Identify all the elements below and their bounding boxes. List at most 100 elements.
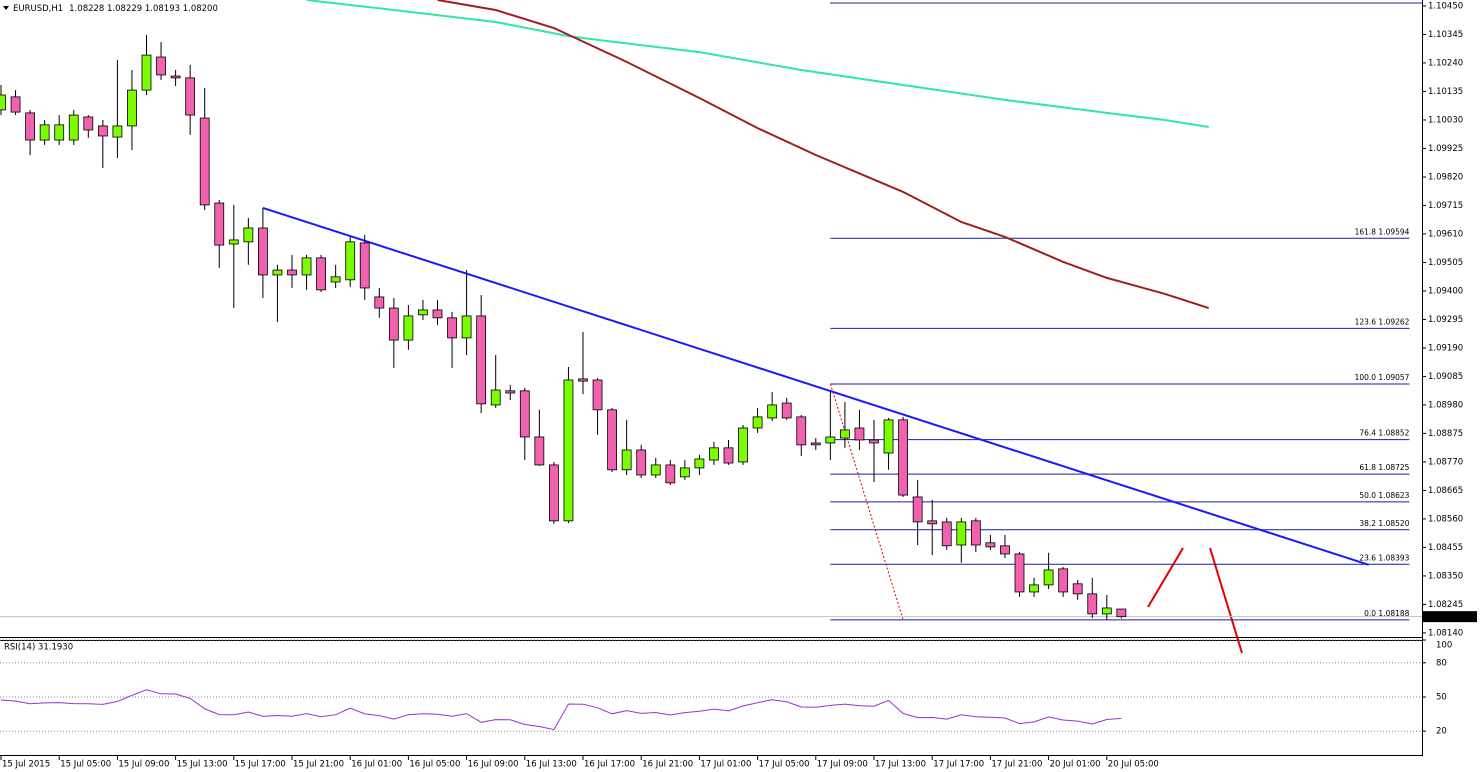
candle-body	[1029, 584, 1039, 593]
y-tick-label: 100	[1436, 641, 1452, 651]
candle-body	[505, 390, 516, 394]
x-tick-label: 16 Jul 01:00	[351, 760, 402, 770]
candle-body	[141, 54, 152, 91]
candle-body	[257, 227, 268, 276]
menu-triangle	[3, 6, 9, 10]
y-tick-label: 50	[1436, 693, 1447, 703]
candle-body	[112, 125, 123, 138]
x-tick-label: 20 Jul 05:00	[1108, 760, 1159, 770]
x-tick-label: 16 Jul 05:00	[409, 760, 460, 770]
fib-label: 0.0 1.08188	[1364, 609, 1410, 618]
y-tick-label: 1.10345	[1428, 30, 1463, 40]
candle-body	[403, 315, 414, 341]
y-tick-label: 1.10030	[1428, 115, 1463, 125]
rsi-line	[0, 689, 1122, 731]
candle-body	[970, 520, 981, 546]
candle-body	[97, 125, 108, 137]
candle-body	[563, 379, 574, 522]
candle-body	[0, 94, 6, 111]
candle-body	[810, 442, 821, 446]
candle-body	[490, 389, 501, 406]
x-tick-label: 15 Jul 17:00	[235, 760, 286, 770]
candle-body	[287, 269, 297, 276]
y-tick-label: 1.08560	[1428, 514, 1463, 524]
candle-body	[709, 447, 719, 461]
x-tick-label: 17 Jul 09:00	[817, 760, 868, 770]
last-price-box	[1423, 611, 1477, 623]
annotation-stroke	[1147, 547, 1184, 608]
y-tick-label: 1.10135	[1428, 87, 1463, 97]
annotation-stroke	[1209, 547, 1243, 654]
y-tick-label: 1.09925	[1428, 144, 1463, 154]
candle-body	[330, 276, 341, 283]
fib-label: 38.2 1.08520	[1359, 519, 1409, 528]
candle-body	[156, 56, 166, 76]
candle-body	[840, 429, 850, 439]
symbol: EURUSD,H1	[13, 4, 63, 14]
x-tick-label: 15 Jul 21:00	[293, 760, 344, 770]
candle-body	[10, 96, 21, 113]
candle-body	[1014, 553, 1025, 593]
candle-body	[199, 117, 210, 206]
candle-body	[985, 542, 996, 548]
fib-label: 161.8 1.09594	[1355, 227, 1410, 236]
x-tick-label: 17 Jul 05:00	[759, 760, 810, 770]
y-tick-label: 1.09295	[1428, 315, 1463, 325]
candle-body	[1043, 569, 1054, 586]
y-tick-label: 1.10240	[1428, 58, 1463, 68]
candle-body	[447, 317, 457, 339]
candle-body	[621, 449, 632, 471]
x-tick-label: 15 Jul 2015	[2, 760, 50, 770]
candle-body	[1000, 545, 1010, 555]
candle-body	[592, 379, 603, 411]
x-tick-label: 17 Jul 17:00	[933, 760, 984, 770]
candle-body	[927, 520, 938, 525]
y-tick-label: 1.08665	[1428, 486, 1463, 496]
y-tick-label: 1.09400	[1428, 286, 1463, 296]
candle-body	[825, 436, 836, 444]
projection-line	[829, 383, 904, 621]
candle-body	[388, 307, 399, 341]
y-tick-label: 1.09085	[1428, 372, 1463, 382]
fib-label: 100.0 1.09057	[1355, 373, 1410, 382]
candle-body	[723, 447, 734, 464]
candle-body	[301, 257, 312, 276]
candle-body	[883, 419, 894, 454]
candle-body	[752, 416, 763, 429]
moving-average	[306, 0, 1209, 128]
candle-body	[519, 390, 530, 438]
candle-body	[796, 416, 807, 446]
y-tick-label: 1.08455	[1428, 543, 1463, 553]
x-tick-label: 16 Jul 13:00	[526, 760, 577, 770]
candle-body	[1072, 583, 1083, 595]
candle-body	[1087, 593, 1098, 615]
candle-body	[374, 296, 385, 309]
candle-body	[316, 257, 327, 291]
fib-label: 61.8 1.08725	[1359, 463, 1409, 472]
candle-body	[54, 124, 65, 141]
candle-body	[912, 496, 923, 523]
candle-body	[214, 202, 225, 246]
x-tick-label: 15 Jul 13:00	[177, 760, 228, 770]
x-tick-label: 17 Jul 21:00	[991, 760, 1042, 770]
indicator-title: RSI(14) 31.1930	[4, 643, 73, 653]
candle-body	[549, 464, 559, 522]
fib-label: 23.6 1.08393	[1359, 553, 1409, 562]
y-tick-label: 1.09715	[1428, 201, 1463, 211]
y-tick-label: 1.08350	[1428, 571, 1463, 581]
y-tick-label: 1.09610	[1428, 229, 1463, 239]
x-tick-label: 16 Jul 17:00	[584, 760, 635, 770]
candle-body	[767, 404, 778, 419]
x-tick-label: 15 Jul 09:00	[118, 760, 169, 770]
candle-body	[461, 315, 472, 339]
candle-body	[170, 75, 181, 79]
candle-body	[418, 309, 428, 316]
x-tick-label: 15 Jul 05:00	[60, 760, 111, 770]
fib-label: 50.0 1.08623	[1359, 491, 1409, 500]
y-tick-label: 20	[1436, 727, 1447, 737]
y-tick-label: 1.09505	[1428, 258, 1463, 268]
candle-body	[272, 269, 283, 276]
candle-body	[941, 521, 952, 547]
chart-header: EURUSD,H1 1.08228 1.08229 1.08193 1.08200	[13, 4, 218, 14]
